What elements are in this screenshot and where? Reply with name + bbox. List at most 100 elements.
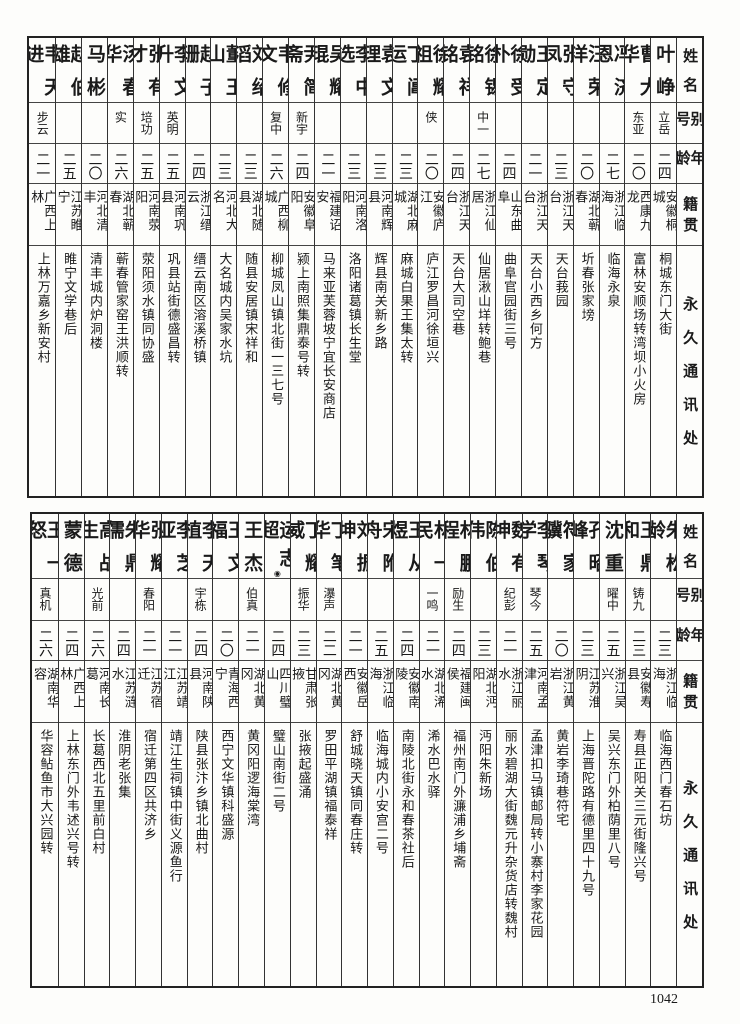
age-cell: 二六 [107,144,133,184]
name-text: 王从煜 [393,520,419,572]
address-text: 浠水巴水驿 [424,729,440,799]
name-text: 王定勋 [521,44,547,96]
address-cell: 巩县站街德盛昌转 [160,246,185,496]
address-cell: 丽水碧湖大街魏元升杂货店转魏村 [497,723,522,986]
table-row: 林一民 一鸣 二一 湖北浠水 浠水巴水驿 [418,514,445,986]
name-cell: 运志超 ◉ [264,514,290,579]
table-row: 沈重 曜中 二五 浙江吴兴 吴兴东门外柏荫里八号 [598,514,625,986]
name-cell: 王定勋 [521,38,547,103]
address-cell: 陕县张汴乡镇北曲村 [188,723,213,986]
alias-cell: 步云 [29,103,56,144]
address-cell: 璧山南街二号 [265,723,290,986]
origin-cell: 河南洛阳 [340,184,366,246]
origin-cell: 江苏涟水 [110,661,136,723]
alias-text: 宇栋 [193,587,208,611]
age-cell: 二一 [239,621,264,661]
name-cell: 王杰 [239,514,264,579]
age-cell: 二四 [393,621,419,661]
origin-cell: 湖北麻城 [392,184,418,246]
alias-cell [444,103,470,144]
address-text: 罗田平湖镇福泰祥 [321,729,337,841]
age-cell: 二三 [237,144,263,184]
origin-text: 河北清丰 [82,190,107,232]
address-cell: 颍上南照集鼎泰号转 [289,246,314,496]
age-cell: 二五 [599,621,625,661]
address-text: 上林万嘉乡新安村 [34,252,50,364]
age-cell: 二五 [56,144,81,184]
name-text: 徐耀祖 [418,44,444,96]
alias-cell: 一鸣 [419,579,445,621]
alias-cell [340,103,366,144]
table-row: 吴耀琨 二一 福建诏安 马来亚芙蓉坡宁宜长安商店 [313,38,340,496]
age-text: 二一 [140,629,157,657]
address-text: 淮阴老张集 [115,729,131,799]
address-text: 天台大司空巷 [449,252,465,336]
origin-cell: 青海西宁 [213,661,239,723]
origin-text: 浙江黄岩 [548,667,574,709]
origin-cell: 浙江缙云 [185,184,211,246]
age-cell: 二〇 [573,144,599,184]
origin-cell: 浙江天台 [521,184,547,246]
alias-text: 东亚 [630,111,645,135]
table-row: 孔昭峰 二三 江苏淮阴 上海晋陀路有德里四十九号 [573,514,599,986]
header-origin-cell: 籍贯 [677,184,702,246]
name-cell: 韦修文 [263,38,288,103]
table-row: 马彬 二〇 河北清丰 清丰城内炉洞楼 [81,38,107,496]
age-text: 二五 [372,629,389,657]
origin-text: 浙江天台 [521,190,547,232]
age-text: 二四 [500,152,517,180]
address-cell: 罗田平湖镇福泰祥 [317,723,342,986]
origin-text: 广西上林 [58,667,84,709]
alias-cell: 琴今 [522,579,548,621]
origin-cell: 湖南华容 [32,661,58,723]
age-text: 二六 [36,629,53,657]
name-cell: 魏有坤 [496,514,522,579]
address-cell: 庐江罗昌河徐垣兴 [418,246,443,496]
table-row: 徐受朴 二四 山东曲阜 曲阜官园街三号 [495,38,521,496]
origin-cell: 浙江天台 [444,184,470,246]
address-cell: 靖江生祠镇中街义源鱼行 [162,723,187,986]
table-row: 朱鼎儒 二四 江苏涟水 淮阴老张集 [109,514,136,986]
table-row: 王杰 伯真 二一 湖北黄冈 黄冈阳逻海棠湾 [238,514,264,986]
name-text: 汪荣洋 [573,44,599,96]
name-text: 运志超 [264,520,290,567]
name-cell: 袁文理 [366,38,392,103]
origin-text: 安徽桐城 [651,190,677,232]
address-text: 颍上南照集鼎泰号转 [293,252,309,378]
origin-text: 浙江临海 [651,667,677,709]
age-cell: 二〇 [548,621,574,661]
address-text: 宿迁第四区共济乡 [141,729,157,841]
age-text: 二〇 [552,629,569,657]
table-row: 丁笔华 瀑声 二二 湖北黄冈 罗田平湖镇福泰祥 [315,514,342,986]
header-name-cell: 姓名 [677,38,702,103]
origin-text: 浙江临海 [368,667,393,709]
address-cell: 福州南门外濂浦乡埔斋 [445,723,470,986]
roster-table-top: 姓名 别号 年龄 籍贯 永久通讯处 叶峥 立岳 二四 安徽桐城 桐城东门大街 曹大华 东亚 二〇 西康九龙… [27,36,704,498]
alias-text: 振华 [296,587,311,611]
address-cell: 沔阳朱新场 [471,723,496,986]
alias-cell [599,103,625,144]
address-text: 巩县站街德盛昌转 [164,252,180,364]
origin-cell: 山东曲阜 [496,184,521,246]
table-row: 徐锡铭 中一 二七 浙江仙居 仙居湫山垟转鲍巷 [469,38,495,496]
name-cell: 高战生 [84,514,110,579]
table-row: 汪荣洋 二〇 湖北蕲春 圻春张家塝 [572,38,599,496]
age-text: 二三 [215,152,232,180]
name-text: 尹简斋 [289,44,314,96]
name-text: 张有才 [133,44,159,96]
table-row: 李芝亚 二一 江苏靖江 靖江生祠镇中街义源鱼行 [160,514,187,986]
header-origin-text: 籍贯 [681,196,700,233]
name-text: 韦修文 [263,44,288,96]
address-cell: 马来亚芙蓉坡宁宜长安商店 [315,246,340,496]
name-cell: 沈重 [599,514,625,579]
origin-text: 湖北浠水 [419,667,445,709]
origin-text: 江苏靖江 [161,667,187,709]
address-cell: 桐城东门大街 [651,246,676,496]
name-text: 赵伯雄 [56,44,81,96]
name-cell: 王一怒 [32,514,58,579]
name-text: 汤春华 [107,44,133,96]
alias-cell [651,579,677,621]
address-cell: 上海晋陀路有德里四十九号 [574,723,599,986]
origin-cell: 浙江黄岩 [548,661,574,723]
address-text: 蕲春管家窑王洪顺转 [112,252,128,378]
